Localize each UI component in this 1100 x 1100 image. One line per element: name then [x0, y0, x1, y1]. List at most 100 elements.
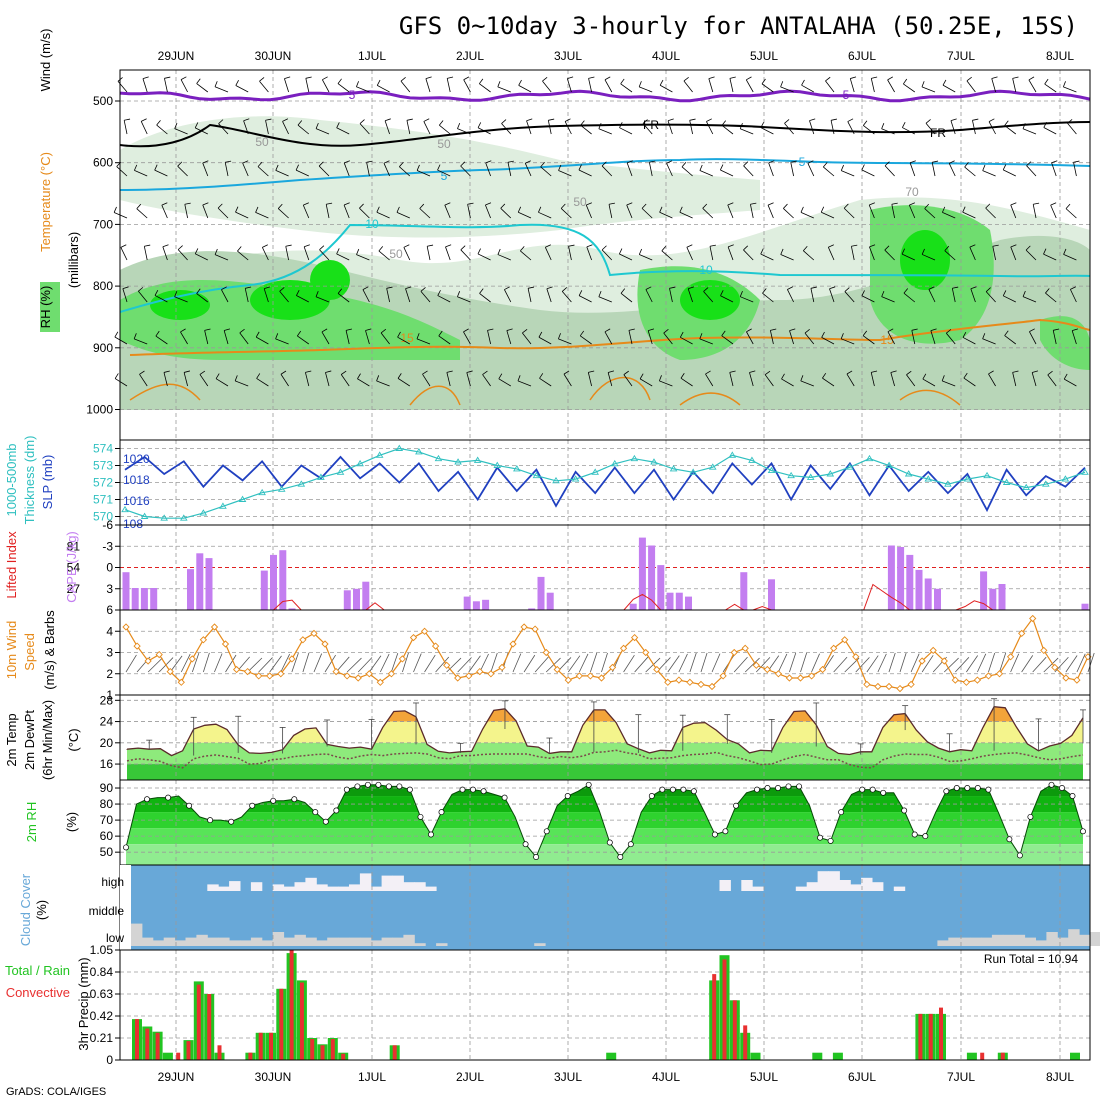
wind-barb: [739, 123, 743, 129]
wind-barb: [1004, 335, 1017, 345]
wind-barb: [284, 78, 289, 93]
wind-point: [299, 636, 307, 644]
wind-barb: [619, 127, 633, 135]
wind-barb: [324, 654, 336, 673]
rh-point: [501, 794, 508, 801]
wind-barb: [315, 291, 319, 297]
wind-barb: [862, 335, 875, 345]
wind-barb: [416, 170, 431, 177]
wind-barb: [666, 163, 673, 177]
wind-barb: [485, 160, 492, 164]
wind-barb: [689, 652, 697, 673]
rh-point: [333, 807, 340, 814]
wind-barb: [891, 204, 895, 219]
wind-barb: [1076, 653, 1086, 673]
cloud-high-bar: [839, 880, 851, 891]
ylabel-temp2m-3: (6hr Min/Max): [40, 700, 55, 780]
wind-barb: [239, 328, 245, 334]
cape-bar: [998, 584, 1006, 610]
wind-barb: [134, 338, 148, 345]
wind-barb: [368, 655, 382, 673]
wind-barb: [667, 655, 680, 673]
wind-barb: [424, 654, 436, 673]
thickness-point: [140, 512, 149, 519]
thickness-point: [434, 454, 443, 462]
thickness-point: [963, 475, 972, 482]
wind-barb: [217, 203, 223, 209]
wind-barb: [781, 378, 794, 387]
wind-barb: [419, 208, 431, 219]
thickness-point: [826, 470, 835, 477]
contour-label: 15: [400, 331, 414, 345]
wind-barb: [598, 122, 602, 129]
wind-barb: [618, 248, 623, 255]
wind-barb: [463, 331, 471, 345]
wind-barb: [139, 370, 145, 375]
wind-barb: [161, 205, 168, 219]
cloud-low-bar: [131, 923, 143, 946]
wind-barb: [963, 377, 976, 387]
contour-label: 10: [365, 217, 379, 231]
wind-barb: [195, 253, 208, 261]
cape-bar: [196, 553, 204, 610]
tick-label: 570: [93, 510, 113, 524]
wind-barb: [295, 169, 309, 177]
wind-barb: [628, 328, 635, 331]
tick-label-cape: 81: [67, 539, 81, 553]
wind-barb: [972, 120, 976, 135]
cloud-low-bar: [174, 940, 186, 946]
cloud-low-bar: [240, 940, 252, 946]
precip-conv-bar: [928, 1013, 933, 1060]
wind-barb: [1073, 160, 1080, 163]
wind-point: [465, 672, 473, 680]
wind-barb: [687, 288, 693, 303]
ylabel-temp2m-4: (°C): [66, 728, 81, 751]
thickness-point: [395, 444, 404, 451]
wind-barb: [760, 253, 774, 261]
wind-barb: [988, 373, 996, 387]
cape-bar: [463, 596, 471, 610]
series-line-rh: [125, 784, 1084, 858]
wind-barb: [457, 122, 461, 129]
wind-barb: [745, 79, 754, 93]
wind-barb: [743, 249, 754, 261]
wind-barb: [921, 86, 936, 93]
wind-barb: [184, 202, 191, 205]
cloud-high-bar: [719, 880, 731, 891]
wind-barb: [477, 122, 482, 128]
wind-barb: [359, 207, 370, 219]
wind-barb: [506, 328, 513, 331]
rh-point: [364, 781, 371, 788]
wind-barb: [322, 76, 328, 81]
wind-barb: [457, 291, 461, 297]
thickness-point: [199, 509, 208, 516]
wind-barb: [746, 331, 754, 345]
ylabel-rh2m-2: (%): [64, 812, 79, 832]
wind-barb: [359, 123, 370, 135]
wind-barb: [966, 76, 972, 82]
wind-barb: [649, 160, 656, 163]
wind-barb: [1063, 86, 1077, 93]
tick-label: 4: [106, 624, 113, 638]
wind-barb: [843, 203, 849, 209]
wind-barb: [235, 211, 249, 219]
wind-barb: [930, 328, 937, 332]
wind-barb: [359, 203, 364, 209]
precip-conv-bar: [939, 1007, 943, 1060]
rh-point: [459, 786, 466, 793]
thickness-point: [493, 461, 502, 468]
wind-barb: [1050, 204, 1057, 219]
wind-barb: [887, 76, 893, 81]
wind-barb: [750, 204, 754, 219]
wind-barb: [225, 160, 232, 163]
precip-conv-bar: [258, 1032, 263, 1060]
wind-barb: [297, 335, 310, 345]
contour-label: 10: [699, 263, 713, 277]
precip-conv-bar: [743, 1025, 748, 1060]
precip-conv-bar: [918, 1013, 923, 1060]
cape-bar: [648, 545, 656, 610]
tick-label: 28: [100, 693, 114, 707]
tick-label: 50: [100, 845, 114, 859]
wind-barb: [202, 202, 209, 206]
